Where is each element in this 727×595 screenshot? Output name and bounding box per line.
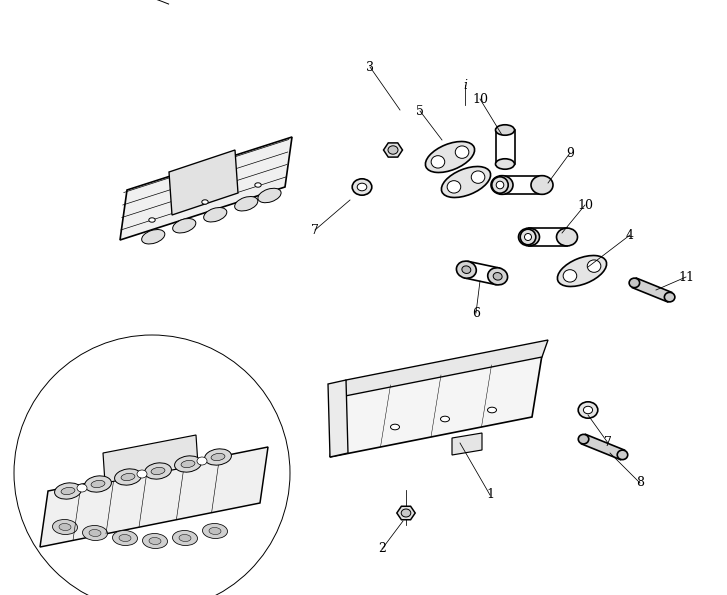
Ellipse shape	[137, 470, 147, 478]
Ellipse shape	[202, 200, 208, 204]
Ellipse shape	[524, 233, 531, 240]
Ellipse shape	[493, 273, 502, 280]
Text: 7: 7	[311, 224, 319, 236]
Text: 11: 11	[678, 271, 694, 283]
Ellipse shape	[455, 146, 469, 158]
Ellipse shape	[521, 229, 536, 245]
Polygon shape	[397, 506, 415, 520]
Ellipse shape	[664, 292, 675, 302]
Ellipse shape	[235, 196, 258, 211]
Text: 10: 10	[577, 199, 593, 211]
Ellipse shape	[617, 450, 627, 459]
Ellipse shape	[197, 457, 207, 465]
Text: 8: 8	[636, 477, 644, 490]
Text: 5: 5	[416, 105, 424, 117]
Ellipse shape	[113, 531, 137, 546]
Polygon shape	[103, 435, 198, 483]
Ellipse shape	[462, 266, 471, 274]
Ellipse shape	[203, 524, 228, 538]
Ellipse shape	[583, 406, 593, 414]
Ellipse shape	[204, 449, 231, 465]
Ellipse shape	[431, 156, 445, 168]
Ellipse shape	[488, 407, 497, 413]
Ellipse shape	[496, 125, 515, 135]
Polygon shape	[632, 278, 672, 302]
Ellipse shape	[578, 402, 598, 418]
Ellipse shape	[149, 218, 155, 222]
Ellipse shape	[556, 228, 577, 246]
Ellipse shape	[352, 179, 371, 195]
Text: 10: 10	[472, 92, 488, 105]
Ellipse shape	[121, 474, 135, 481]
Ellipse shape	[172, 218, 196, 233]
Text: 3: 3	[366, 61, 374, 74]
Ellipse shape	[401, 509, 411, 517]
Polygon shape	[452, 433, 482, 455]
Ellipse shape	[52, 519, 78, 534]
Text: 9: 9	[566, 146, 574, 159]
Ellipse shape	[84, 476, 111, 492]
Ellipse shape	[629, 278, 640, 287]
Ellipse shape	[425, 142, 475, 173]
Ellipse shape	[82, 525, 108, 540]
Ellipse shape	[491, 176, 513, 195]
Polygon shape	[582, 434, 624, 460]
Ellipse shape	[447, 181, 461, 193]
Ellipse shape	[441, 416, 449, 422]
Polygon shape	[340, 340, 548, 397]
Text: i: i	[463, 79, 467, 92]
Text: 4: 4	[626, 228, 634, 242]
Ellipse shape	[497, 181, 504, 189]
Polygon shape	[169, 150, 238, 215]
Ellipse shape	[115, 469, 142, 485]
Polygon shape	[40, 447, 268, 547]
Ellipse shape	[357, 183, 367, 191]
Ellipse shape	[441, 167, 491, 198]
Ellipse shape	[563, 270, 577, 282]
Polygon shape	[384, 143, 403, 157]
Ellipse shape	[211, 453, 225, 461]
Ellipse shape	[89, 530, 101, 537]
Ellipse shape	[558, 255, 606, 287]
Ellipse shape	[55, 483, 81, 499]
Ellipse shape	[204, 208, 227, 222]
Text: 7: 7	[604, 437, 612, 449]
Ellipse shape	[181, 461, 195, 468]
Polygon shape	[328, 380, 348, 457]
Ellipse shape	[151, 468, 165, 475]
Ellipse shape	[390, 424, 400, 430]
Ellipse shape	[119, 534, 131, 541]
Ellipse shape	[471, 171, 485, 183]
Ellipse shape	[258, 188, 281, 203]
Ellipse shape	[172, 531, 198, 546]
Ellipse shape	[254, 183, 261, 187]
Ellipse shape	[457, 261, 476, 278]
Ellipse shape	[77, 484, 87, 492]
Ellipse shape	[388, 146, 398, 154]
Ellipse shape	[488, 268, 507, 285]
Ellipse shape	[91, 480, 105, 487]
Text: 6: 6	[472, 306, 480, 320]
Ellipse shape	[578, 434, 589, 444]
Ellipse shape	[142, 230, 165, 244]
Polygon shape	[120, 137, 292, 240]
Ellipse shape	[496, 159, 515, 169]
Ellipse shape	[174, 456, 201, 472]
Ellipse shape	[149, 537, 161, 544]
Ellipse shape	[531, 176, 553, 195]
Ellipse shape	[142, 534, 167, 549]
Text: 2: 2	[378, 543, 386, 556]
Ellipse shape	[209, 528, 221, 534]
Ellipse shape	[491, 177, 508, 193]
Polygon shape	[330, 355, 542, 457]
Ellipse shape	[179, 534, 191, 541]
Ellipse shape	[518, 228, 539, 246]
Text: 1: 1	[486, 488, 494, 502]
Ellipse shape	[145, 463, 172, 479]
Ellipse shape	[61, 487, 75, 494]
Ellipse shape	[59, 524, 71, 531]
Ellipse shape	[587, 260, 601, 273]
